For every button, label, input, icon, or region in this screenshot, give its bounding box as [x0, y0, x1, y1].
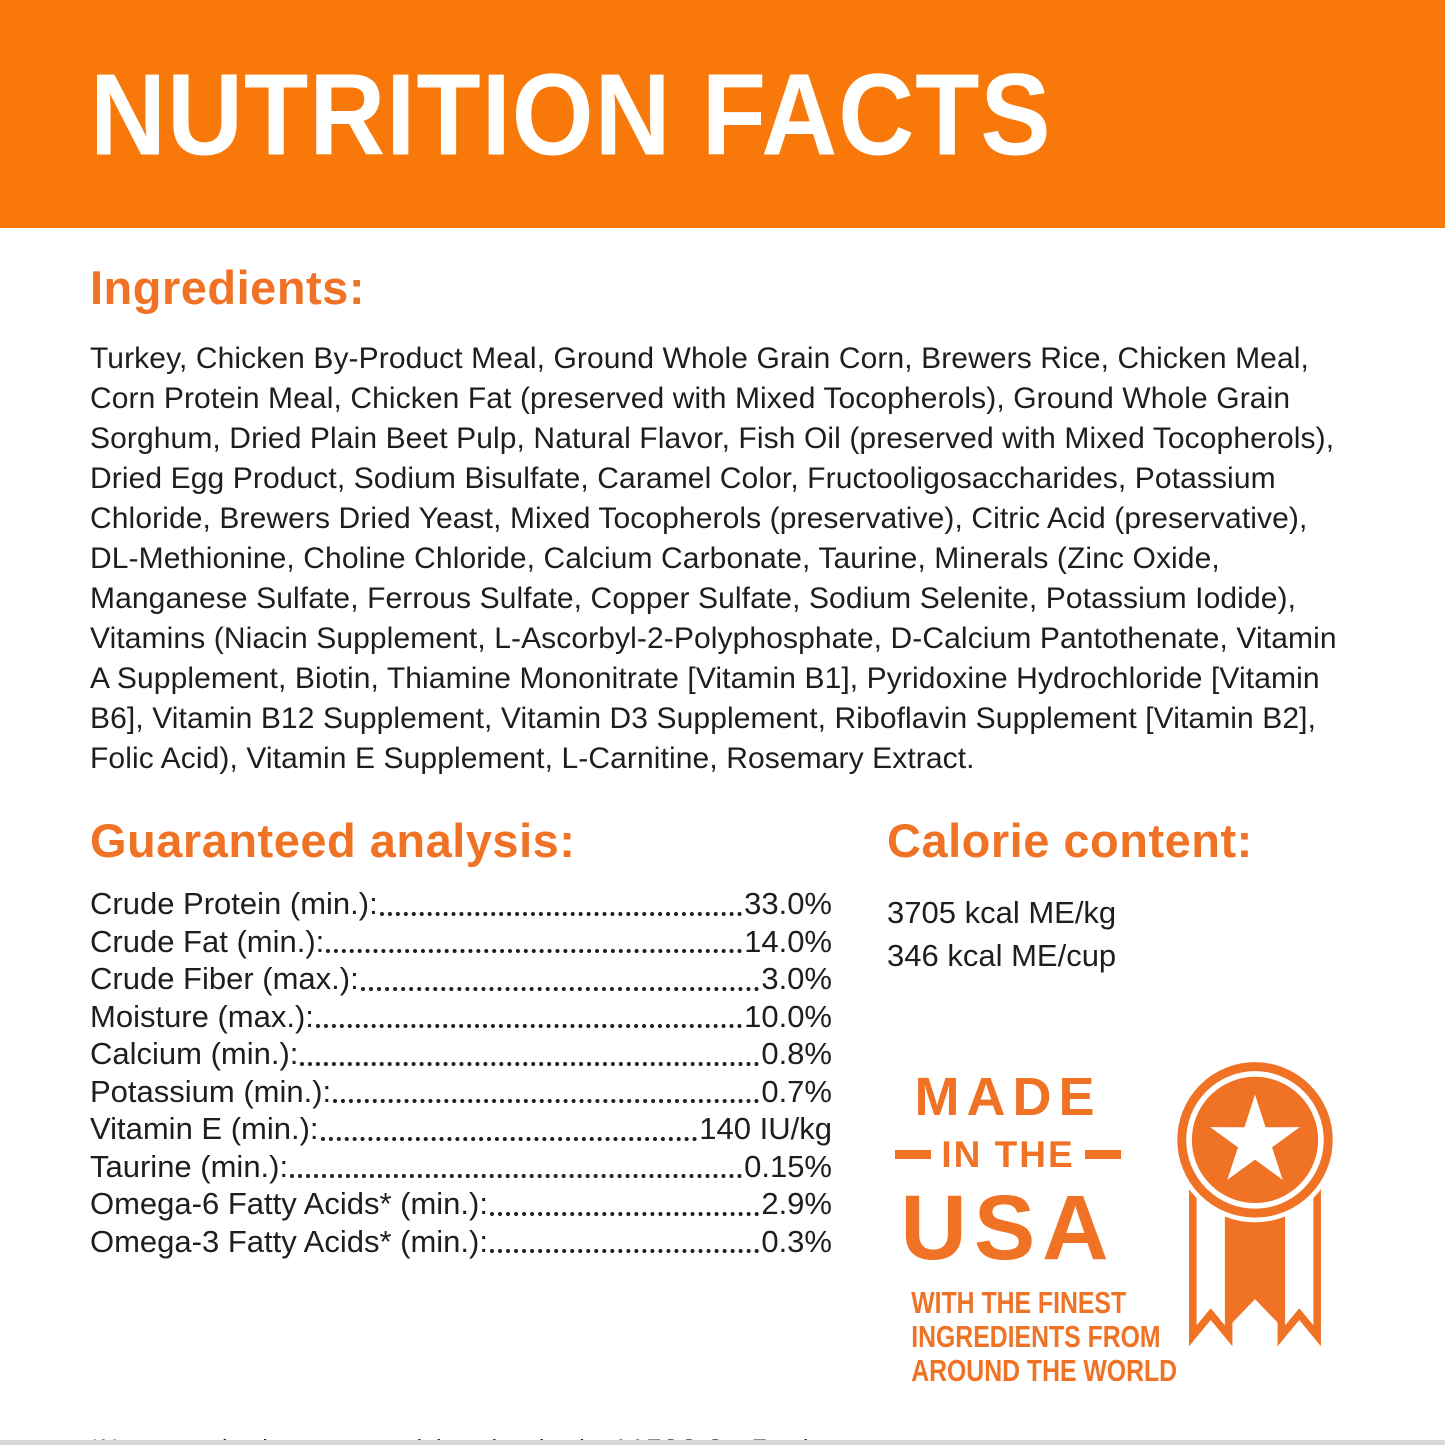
dotted-leader [315, 1024, 743, 1029]
usa-usa-line: USA [900, 1176, 1116, 1279]
analysis-value: 3.0% [761, 961, 832, 997]
analysis-label: Calcium (min.): [90, 1036, 299, 1072]
guaranteed-analysis-table: Crude Protein (min.): 33.0% Crude Fat (m… [90, 885, 832, 1260]
guaranteed-analysis-section: Guaranteed analysis: Crude Protein (min.… [90, 813, 832, 1261]
dotted-leader [360, 986, 760, 991]
content: Ingredients: Turkey, Chicken By-Product … [0, 261, 1445, 1445]
analysis-value: 140 IU/kg [699, 1111, 832, 1147]
dotted-leader [290, 1174, 743, 1179]
made-in-usa-badge: MADE IN THE USA WITH THE FINEST INGREDIE… [887, 1057, 1360, 1388]
analysis-value: 0.7% [761, 1073, 832, 1109]
analysis-label: Moisture (max.): [90, 998, 314, 1034]
analysis-label: Crude Fat (min.): [90, 923, 325, 959]
analysis-label: Omega-6 Fatty Acids* (min.): [90, 1186, 488, 1222]
usa-tagline-line2: INGREDIENTS FROM [911, 1318, 1161, 1354]
dotted-leader [300, 1061, 760, 1066]
analysis-row: Crude Protein (min.): 33.0% [90, 885, 832, 923]
made-in-usa-text: MADE IN THE USA WITH THE FINEST INGREDIE… [887, 1067, 1178, 1388]
calorie-content-heading: Calorie content: [887, 813, 1253, 867]
usa-tagline-line1: WITH THE FINEST [911, 1284, 1127, 1320]
analysis-label: Omega-3 Fatty Acids* (min.): [90, 1223, 488, 1259]
usa-tagline: WITH THE FINEST INGREDIENTS FROM AROUND … [911, 1284, 1178, 1388]
footnote: *Not recognized as an essential nutrient… [90, 1430, 850, 1445]
calorie-line-kg: 3705 kcal ME/kg [887, 895, 1117, 931]
ingredients-section: Ingredients: Turkey, Chicken By-Product … [90, 261, 1360, 779]
analysis-label: Crude Fiber (max.): [90, 961, 359, 997]
analysis-row: Moisture (max.): 10.0% [90, 998, 832, 1036]
dotted-leader [379, 911, 743, 916]
analysis-value: 33.0% [744, 886, 832, 922]
usa-tagline-line3: AROUND THE WORLD [911, 1352, 1178, 1388]
analysis-row: Crude Fat (min.): 14.0% [90, 923, 832, 961]
ingredients-heading: Ingredients: [90, 261, 365, 314]
analysis-row: Omega-3 Fatty Acids* (min.): 0.3% [90, 1223, 832, 1261]
columns: Guaranteed analysis: Crude Protein (min.… [90, 813, 1360, 1388]
dotted-leader [489, 1211, 760, 1216]
analysis-value: 0.3% [761, 1223, 832, 1259]
bottom-edge-strip [0, 1440, 1445, 1445]
ribbon-medal-star-icon [1169, 1057, 1341, 1354]
analysis-row: Vitamin E (min.): 140 IU/kg [90, 1110, 832, 1148]
analysis-row: Omega-6 Fatty Acids* (min.): 2.9% [90, 1185, 832, 1223]
usa-inthe-label: IN THE [941, 1133, 1075, 1175]
dotted-leader [320, 1136, 698, 1141]
dash-right [1084, 1150, 1121, 1160]
calorie-lines: 3705 kcal ME/kg 346 kcal ME/cup [887, 891, 1360, 977]
ingredients-text: Turkey, Chicken By-Product Meal, Ground … [90, 341, 1337, 775]
usa-inthe-line: IN THE [887, 1134, 1129, 1176]
guaranteed-analysis-heading: Guaranteed analysis: [90, 813, 576, 867]
analysis-row: Potassium (min.): 0.7% [90, 1073, 832, 1111]
page-title: NUTRITION FACTS [90, 49, 1052, 180]
dotted-leader [489, 1249, 760, 1254]
analysis-label: Crude Protein (min.): [90, 886, 378, 922]
analysis-row: Taurine (min.): 0.15% [90, 1148, 832, 1186]
analysis-label: Potassium (min.): [90, 1073, 332, 1109]
analysis-value: 14.0% [744, 923, 832, 959]
calorie-line-cup: 346 kcal ME/cup [887, 938, 1117, 974]
calorie-content-section: Calorie content: 3705 kcal ME/kg 346 kca… [887, 813, 1360, 1388]
analysis-row: Calcium (min.): 0.8% [90, 1035, 832, 1073]
dash-left [895, 1150, 932, 1160]
analysis-row: Crude Fiber (max.): 3.0% [90, 960, 832, 998]
usa-made-line: MADE [914, 1067, 1102, 1128]
dotted-leader [333, 1099, 760, 1104]
analysis-value: 2.9% [761, 1186, 832, 1222]
analysis-label: Vitamin E (min.): [90, 1111, 319, 1147]
analysis-value: 0.15% [744, 1148, 832, 1184]
analysis-label: Taurine (min.): [90, 1148, 289, 1184]
analysis-value: 0.8% [761, 1036, 832, 1072]
dotted-leader [326, 949, 743, 954]
banner: NUTRITION FACTS [0, 0, 1445, 228]
analysis-value: 10.0% [744, 998, 832, 1034]
